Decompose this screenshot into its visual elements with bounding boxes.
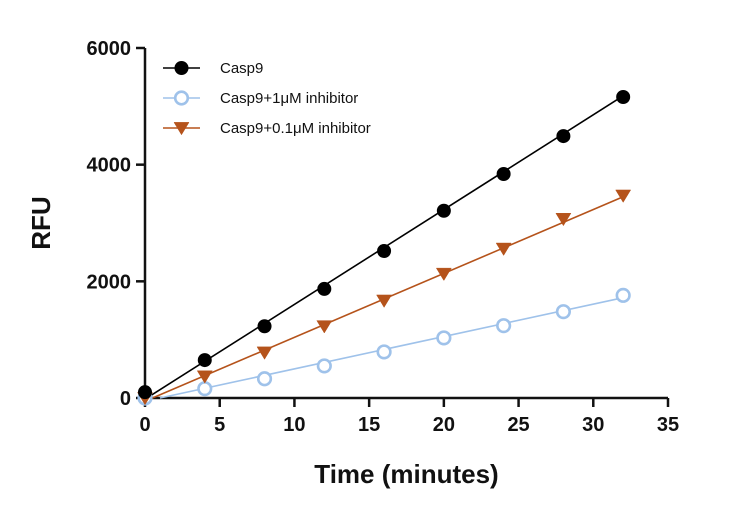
- legend-label: Casp9+0.1μM inhibitor: [220, 120, 371, 137]
- series-line-1: [159, 296, 624, 399]
- y-tick-label: 4000: [87, 155, 132, 177]
- data-points: [137, 90, 632, 406]
- data-point-series-1: [555, 304, 572, 320]
- x-tick-label: 25: [507, 414, 529, 436]
- data-point-series-1: [496, 318, 512, 334]
- legend-label: Casp9+1μM inhibitor: [220, 90, 358, 107]
- data-point-series-2: [615, 189, 632, 203]
- data-point-series-0: [556, 129, 571, 144]
- legend-label: Casp9: [220, 60, 263, 77]
- data-point-series-1: [436, 330, 452, 346]
- x-tick-label: 0: [139, 414, 150, 436]
- data-point-series-2: [376, 294, 393, 308]
- data-point-series-0: [377, 244, 392, 258]
- data-point-series-1: [197, 381, 213, 397]
- x-tick-label: 30: [582, 414, 604, 436]
- y-tick-label: 2000: [87, 271, 132, 293]
- x-tick-label: 20: [433, 414, 455, 436]
- data-point-series-0: [616, 90, 631, 104]
- data-point-series-1: [615, 287, 631, 303]
- data-point-series-1: [376, 344, 392, 360]
- data-point-series-0: [496, 167, 511, 181]
- data-point-series-2: [495, 242, 512, 256]
- y-tick-label: 0: [120, 388, 131, 410]
- x-tick-label: 15: [358, 414, 380, 436]
- y-axis-title: RFU: [26, 196, 56, 249]
- legend-marker: [174, 61, 189, 75]
- legend-marker: [173, 90, 190, 106]
- data-point-series-2: [196, 370, 213, 384]
- data-point-series-0: [436, 203, 451, 218]
- data-point-series-2: [316, 320, 333, 334]
- y-tick-label: 6000: [87, 38, 132, 60]
- axes: [143, 48, 668, 400]
- data-point-series-0: [317, 281, 332, 296]
- data-point-series-2: [256, 346, 273, 360]
- y-ticks: 0 2000 4000 6000: [87, 38, 145, 410]
- x-tick-label: 35: [657, 414, 679, 436]
- x-ticks: 0 5 10 15 20 25 30 35: [139, 398, 679, 436]
- data-point-series-0: [257, 319, 272, 334]
- data-point-series-1: [316, 358, 332, 374]
- data-point-series-2: [435, 267, 452, 281]
- legend: Casp9 Casp9+1μM inhibitor Casp9+0.1μM inhi…: [163, 60, 371, 137]
- x-tick-label: 5: [214, 414, 225, 436]
- data-point-series-0: [138, 385, 152, 400]
- data-point-series-2: [555, 213, 572, 227]
- x-axis-title: Time (minutes): [314, 459, 498, 489]
- x-tick-label: 10: [283, 414, 305, 436]
- legend-marker: [173, 122, 190, 136]
- data-point-series-1: [256, 371, 273, 387]
- data-point-series-0: [197, 353, 212, 368]
